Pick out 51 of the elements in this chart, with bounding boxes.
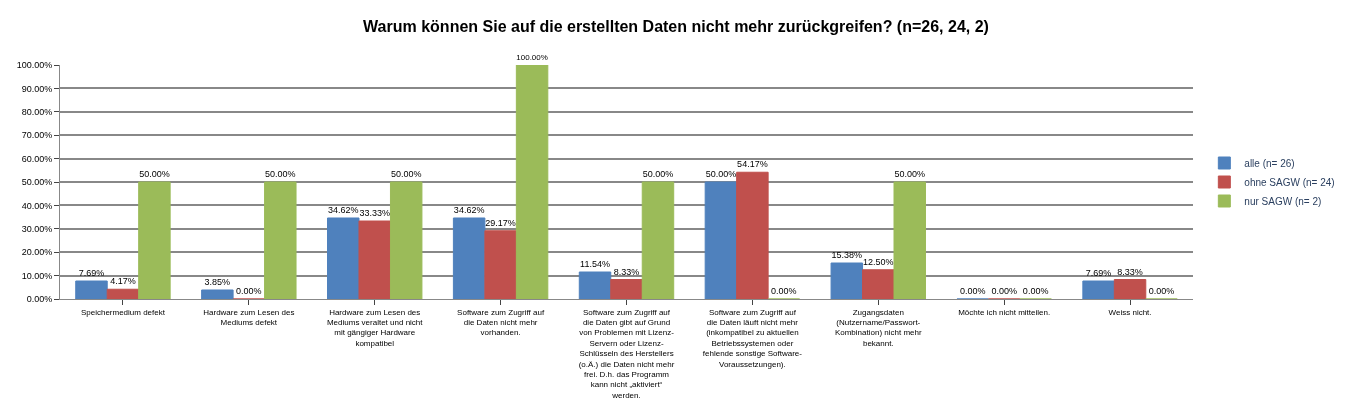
y-tick-label: 70.00% [21,130,53,141]
x-tick-label: Software zum Zugriff auf die Daten nicht mehr vorhanden. [457,307,545,338]
data-label: 3.85% [204,276,231,287]
y-tick-label: 10.00% [21,270,53,281]
category-label: Software zum Zugriff auf die Daten gibt auf Grund von Problemen mit Lizenz-Servern oder Lizenz-Schlüsseln des Herstellers (o.Ä.) die Daten nicht mehr frei. D.h. das Programm kann nicht „aktiviert“ werden. [578,307,675,400]
y-tick-label: 60.00% [21,153,53,164]
data-label: 8.33% [613,266,640,277]
data-label: 0.00% [991,286,1017,296]
x-tick-label: Hardware zum Lesen des Mediums defekt [203,307,295,327]
x-tick-label: Möchte ich nicht mitteilen. [958,307,1051,317]
data-label: 54.17% [737,159,768,170]
data-label: 7.69% [78,268,105,279]
data-label: 50.00% [139,169,170,179]
legend-label: nur SAGW (n= 2) [1244,195,1322,207]
y-tick-label: 20.00% [21,247,53,258]
data-label: 0.00% [236,286,262,296]
legend-label: ohne SAGW (n= 24) [1244,176,1335,188]
data-label: 12.50% [863,256,894,267]
data-label: 0.00% [1022,286,1049,296]
data-label: 50.00% [265,169,296,179]
data-label: 50.00% [642,169,674,179]
x-tick-label: Weiss nicht. [1108,307,1152,317]
data-label: 29.17% [485,217,516,228]
chart-title: Warum können Sie auf die erstellten Daten nicht mehr zurückgreifen? (n=26, 24, 2) [363,18,989,36]
data-label: 34.62% [327,204,359,215]
data-label: 50.00% [390,169,422,179]
y-tick-label: 0.00% [26,294,53,305]
data-label: 7.69% [1085,268,1112,279]
y-tick-label: 80.00% [21,106,53,117]
x-tick-label: Zugangsdaten (Nutzername/Passwort-Kombination) nicht mehr bekannt. [834,307,922,348]
data-label: 50.00% [705,169,737,179]
data-label: 4.17% [110,276,136,287]
data-label: 11.54% [580,259,610,269]
x-tick-label: Speichermedium defekt [80,307,166,317]
data-label: 34.62% [453,204,485,215]
data-label: 100.00% [516,53,548,63]
x-tick-label: Hardware zum Lesen des Mediums veraltet und nicht mit gängiger Hardware kompatibel [326,307,424,348]
data-label: 0.00% [1148,286,1175,296]
y-tick-label: 40.00% [21,200,53,211]
y-tick-label: 30.00% [21,223,53,234]
legend-label: alle (n= 26) [1244,157,1295,169]
data-label: 33.33% [359,208,390,219]
y-tick-label: 100.00% [16,60,53,71]
x-tick-label: Software zum Zugriff auf die Daten läuft nicht mehr (inkompatibel zu aktuellen Betriebssystemen oder fehlende sonstige Software-Voraussetzungen). [702,307,803,369]
data-label: 50.00% [894,169,926,179]
y-tick-label: 90.00% [21,83,53,94]
y-tick-label: 50.00% [21,177,53,188]
data-label: 0.00% [771,286,797,296]
data-label: 0.00% [959,286,986,296]
data-label: 15.38% [831,250,863,261]
data-label: 8.33% [1117,266,1143,277]
